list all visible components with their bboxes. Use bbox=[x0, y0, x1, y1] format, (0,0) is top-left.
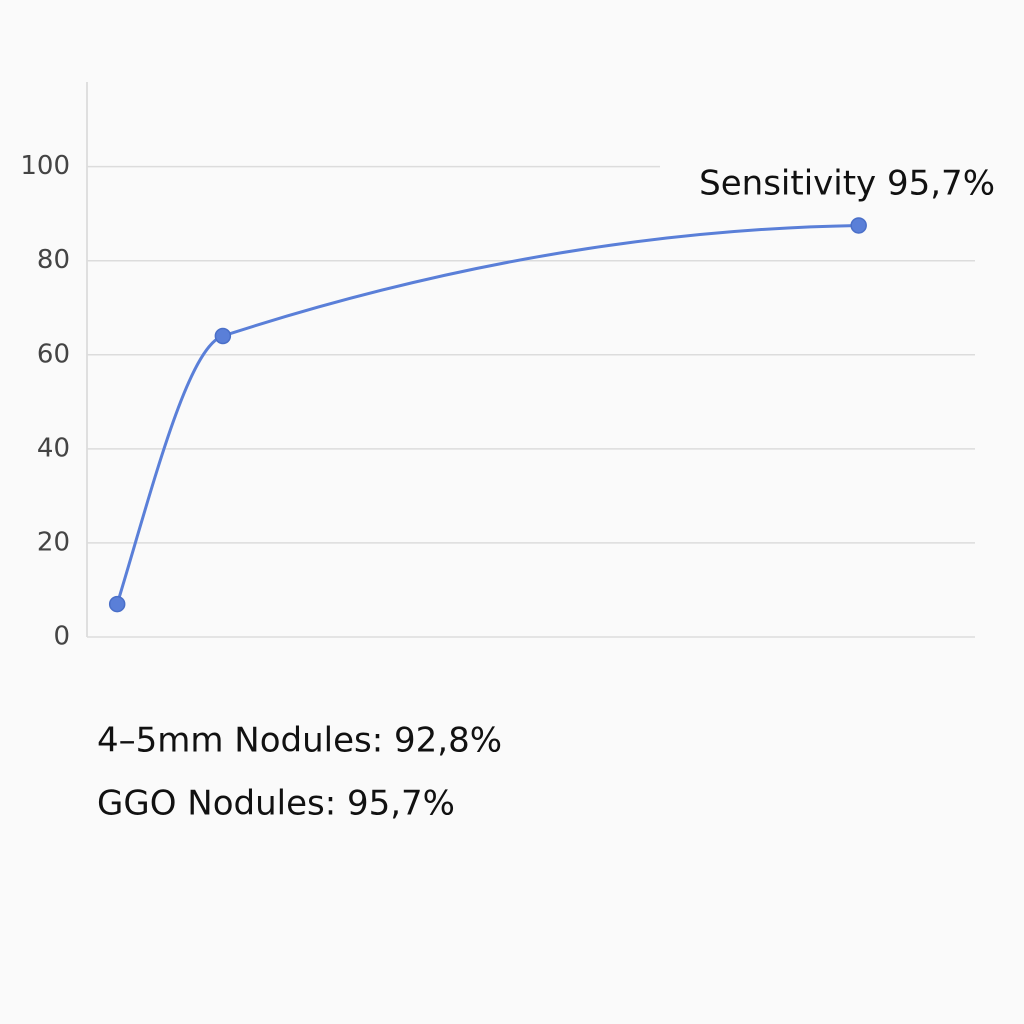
annotation: GGO Nodules: 95,7% bbox=[97, 784, 455, 824]
y-tick-label: 0 bbox=[53, 622, 70, 652]
point bbox=[214, 327, 232, 345]
point bbox=[850, 217, 867, 234]
point bbox=[108, 595, 126, 613]
line bbox=[115, 223, 859, 605]
annotation: 4–5mm Nodules: 92,8% bbox=[97, 721, 502, 761]
y-tick-label: 80 bbox=[37, 245, 70, 275]
y-tick-label: 100 bbox=[20, 151, 70, 181]
y-tick-label: 20 bbox=[37, 527, 70, 557]
y-tick-label: 60 bbox=[37, 339, 70, 369]
annotation: Sensitivity 95,7% bbox=[699, 164, 995, 204]
y-tick-label: 40 bbox=[37, 433, 70, 463]
